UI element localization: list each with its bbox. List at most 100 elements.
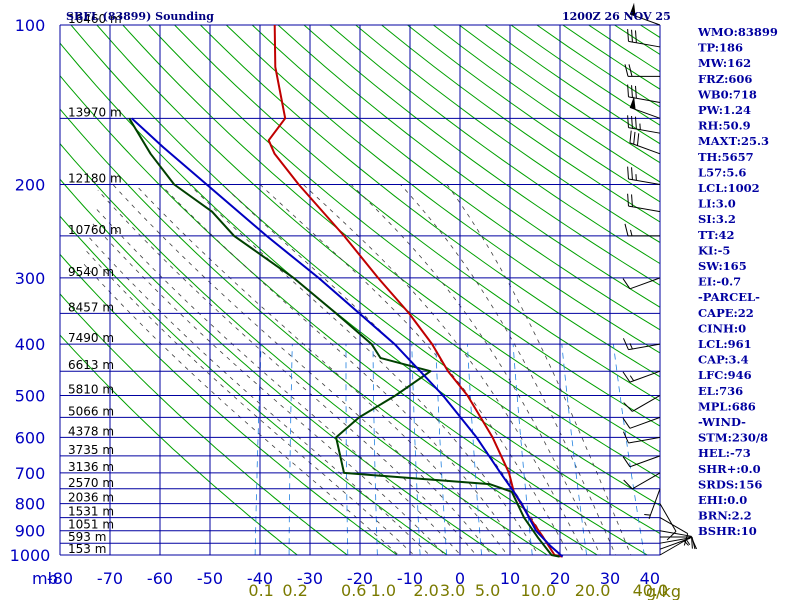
wind-barb-half-flag — [644, 513, 651, 516]
wind-barb — [627, 29, 661, 48]
wind-barb-flag — [631, 85, 633, 98]
wind-barb — [659, 503, 677, 541]
wind-barb-flag — [627, 29, 629, 42]
mixing-ratio-label: 10.0 — [520, 581, 556, 600]
wind-barb-staff — [628, 205, 661, 213]
index-value: PW:1.24 — [698, 103, 751, 117]
dry-adiabat-line — [148, 25, 660, 427]
dry-adiabat-line — [60, 334, 299, 555]
moist-adiabat-line — [160, 184, 524, 555]
wind-barb-flag — [623, 402, 633, 412]
index-value: MAXT:25.3 — [698, 134, 769, 148]
height-label: 8457 m — [68, 300, 114, 314]
wind-barb — [627, 84, 661, 103]
wind-barb-flag — [691, 536, 696, 550]
pressure-tick-label: 900 — [15, 522, 46, 541]
wind-barb-staff — [629, 277, 661, 290]
index-value: CAP:3.4 — [698, 353, 749, 367]
index-value: LCL:961 — [698, 337, 752, 351]
height-labels: 16460 m 13970 m 12180 m 10760 m 9540 m 8457 m… — [68, 12, 122, 556]
wind-barb-staff — [659, 537, 691, 550]
wind-barb-flag — [631, 29, 633, 43]
dewpoint-trace — [128, 117, 560, 558]
index-value: -PARCEL- — [698, 290, 760, 304]
mixing-ratio-line — [613, 344, 645, 555]
dry-adiabat-line — [60, 108, 599, 555]
moist-adiabat-line — [81, 261, 399, 555]
wind-barb — [629, 96, 661, 119]
pressure-tick-label: 700 — [15, 464, 46, 483]
index-value: EI:-0.7 — [698, 275, 741, 289]
wind-barb-staff — [632, 472, 661, 490]
wind-barb-staff — [629, 106, 661, 119]
wind-barb-staff — [632, 395, 661, 412]
mixing-ratio-unit: g/kg — [646, 582, 681, 600]
wind-barb-flag — [683, 533, 689, 546]
wind-barb — [629, 2, 661, 26]
height-label: 13970 m — [68, 105, 122, 119]
moist-adiabat-line — [135, 184, 508, 555]
wind-barb — [622, 416, 661, 429]
mixing-ratio-line — [435, 344, 448, 555]
pressure-tick-label: 200 — [15, 176, 46, 195]
dry-adiabat-line — [562, 25, 660, 90]
index-value: TH:5657 — [698, 150, 754, 164]
height-label: 153 m — [68, 542, 106, 556]
temperature-tick-label: 20 — [550, 569, 570, 588]
wind-barb — [622, 455, 661, 468]
wind-barb-staff — [659, 517, 688, 535]
index-value: WB0:718 — [697, 87, 757, 101]
height-label: 5810 m — [68, 382, 114, 396]
moist-adiabat-line — [446, 184, 632, 555]
wind-barb-staff — [629, 142, 661, 155]
mixing-ratio-label: 0.1 — [248, 581, 273, 600]
height-label: 593 m — [68, 530, 106, 544]
height-label: 5066 m — [68, 404, 114, 418]
wind-barb-flag — [631, 115, 633, 129]
parcel-trace — [131, 117, 564, 558]
temperature-tick-label: -30 — [297, 569, 323, 588]
moist-adiabat-line — [303, 184, 586, 555]
height-label: 1051 m — [68, 518, 114, 532]
index-value: BRN:2.2 — [698, 509, 752, 523]
wind-barb-flag — [622, 338, 629, 350]
wind-barb-flag — [624, 64, 629, 77]
wind-barb-flag — [634, 116, 637, 130]
index-value: KI:-5 — [698, 243, 730, 257]
wind-barb-flag — [628, 64, 633, 77]
wind-barb-flag — [634, 85, 637, 99]
dry-adiabat-line — [60, 293, 349, 555]
dry-adiabat-line — [60, 178, 499, 555]
wind-barb-flag — [622, 371, 631, 383]
wind-barb-staff — [628, 343, 661, 351]
dry-adiabat-line — [200, 25, 660, 378]
wind-barb-flag — [623, 479, 633, 490]
wind-barb — [627, 115, 661, 134]
wind-barb-flag — [634, 30, 637, 43]
mixing-ratio-label: 1.0 — [371, 581, 396, 600]
wind-barb-flag — [666, 530, 677, 541]
sounding-traces — [128, 24, 564, 558]
wind-barb-flag — [629, 130, 632, 143]
temperature-tick-label: -70 — [97, 569, 123, 588]
wind-barb-staff — [628, 96, 661, 103]
temperature-tick-label: -50 — [197, 569, 223, 588]
index-value: CAPE:22 — [698, 306, 754, 320]
wind-barb — [627, 193, 661, 213]
moist-adiabat-line — [189, 184, 539, 555]
index-value: L57:5.6 — [698, 165, 746, 179]
wind-barb — [659, 538, 689, 556]
height-label: 4378 m — [68, 424, 114, 438]
moist-adiabat-line — [97, 189, 477, 555]
wind-barb — [623, 472, 661, 490]
mixing-ratio-line — [254, 344, 262, 555]
wind-barb-flag — [622, 278, 631, 290]
index-value: HEL:-73 — [698, 446, 751, 460]
wind-barb — [622, 431, 661, 444]
dry-adiabat-line — [60, 142, 549, 555]
index-value: TP:186 — [698, 41, 743, 55]
mixing-ratio-line — [288, 344, 293, 555]
